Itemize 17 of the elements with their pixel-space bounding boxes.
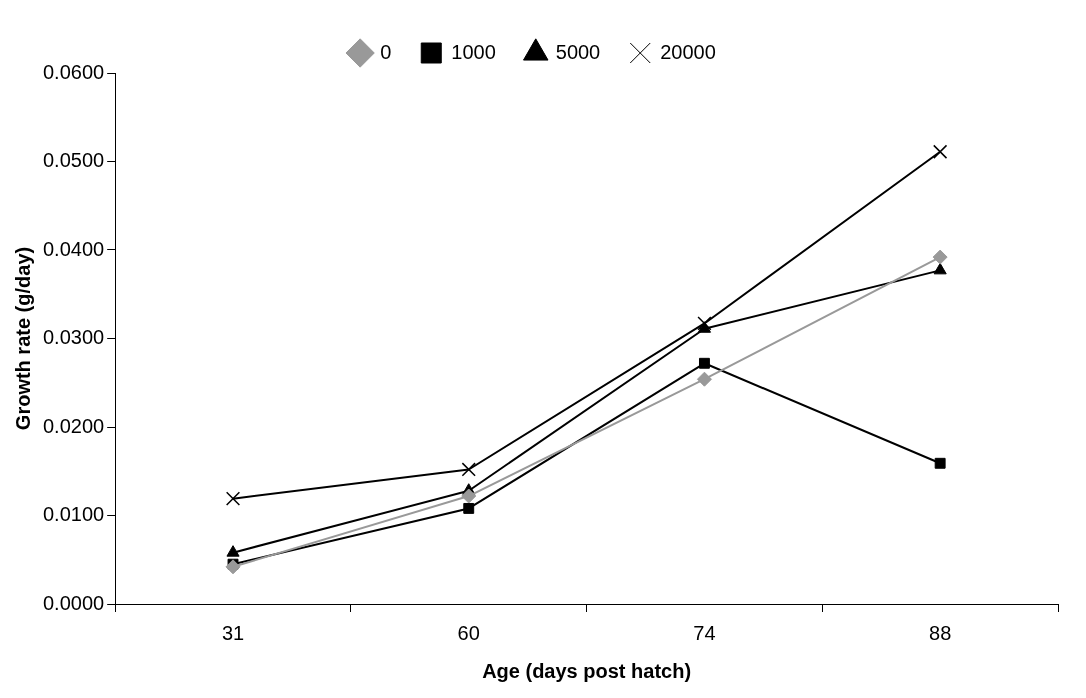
y-tick-label: 0.0200 [43,414,105,437]
x-tick-label: 88 [929,621,952,644]
legend-label: 0 [380,40,392,63]
x-axis-title: Age (days post hatch) [482,659,692,682]
legend-label: 20000 [660,40,716,63]
x-tick-label: 60 [457,621,480,644]
legend-label: 5000 [555,40,601,63]
y-tick-label: 0.0400 [43,237,105,260]
y-tick-label: 0.0300 [43,326,105,349]
y-tick-label: 0.0600 [43,60,105,83]
y-tick-label: 0.0100 [43,503,105,526]
y-axis-title: Growth rate (g/day) [11,246,34,431]
y-tick-label: 0.0000 [43,591,105,614]
x-tick-label: 31 [221,621,245,644]
legend-label: 1000 [451,40,496,63]
x-tick-label: 74 [693,621,716,644]
y-tick-label: 0.0500 [43,149,105,172]
